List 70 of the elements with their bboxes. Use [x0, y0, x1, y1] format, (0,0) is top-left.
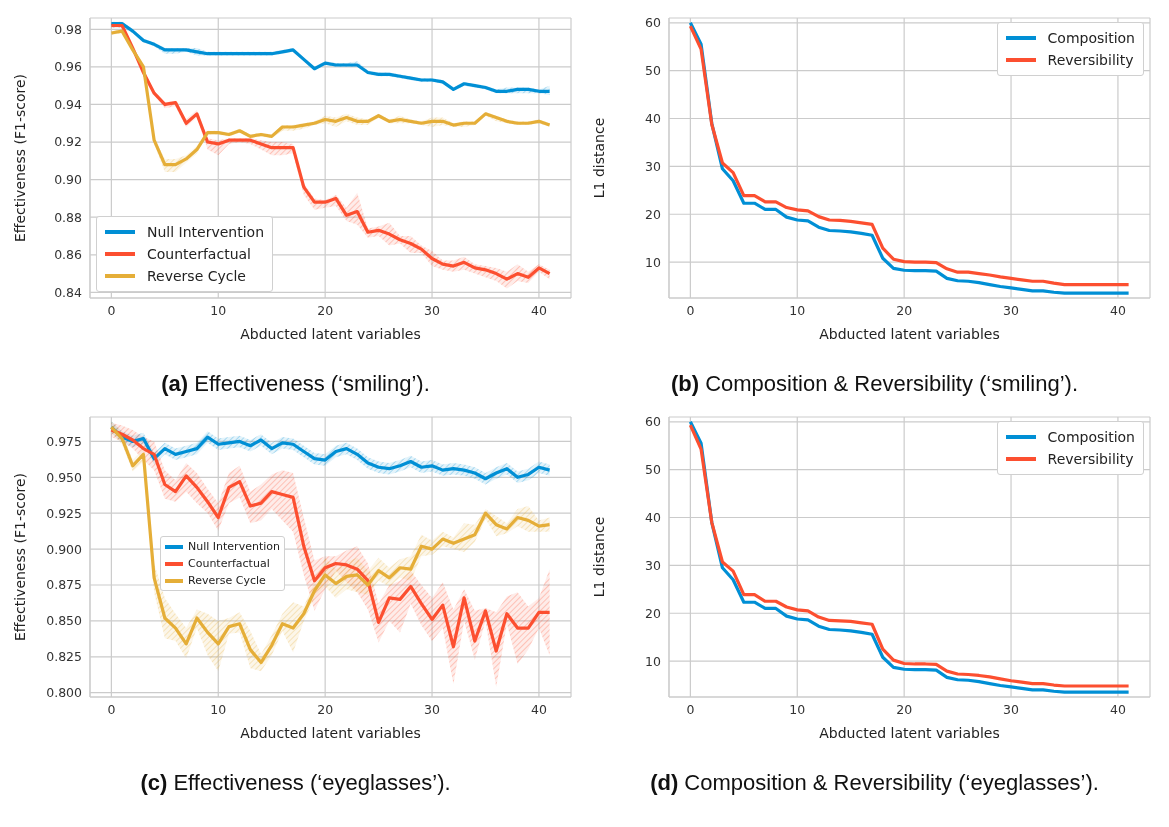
y-axis-title: Effectiveness (F1-score) [11, 73, 28, 243]
y-tick-label: 0.950 [46, 469, 83, 485]
x-axis-title: Abducted latent variables [819, 725, 1000, 741]
x-tick-label: 10 [210, 302, 227, 318]
x-tick-label: 10 [210, 701, 227, 717]
x-tick-label: 0 [686, 701, 695, 717]
y-tick-label: 0.900 [46, 541, 83, 557]
x-tick-label: 10 [789, 302, 806, 318]
text: (a) Effectiveness (‘smiling’). [160, 371, 431, 397]
y-tick-label: 0.800 [46, 685, 83, 701]
y-tick-label: 0.94 [54, 96, 83, 112]
y-tick-label: 10 [645, 653, 662, 669]
y-tick-label: 10 [645, 254, 662, 270]
x-tick-label: 0 [686, 302, 695, 318]
legend-label: Reverse Cycle [188, 573, 266, 589]
y-tick-label: 60 [645, 414, 662, 430]
y-tick-label: 50 [645, 462, 662, 478]
x-tick-label: 30 [1003, 302, 1020, 318]
x-tick-label: 20 [317, 701, 334, 717]
legend-label: Reverse Cycle [147, 267, 246, 286]
y-axis-title: Effectiveness (F1-score) [11, 472, 28, 642]
y-tick-label: 0.875 [46, 577, 82, 593]
legend-label: Null Intervention [188, 539, 280, 555]
y-tick-label: 0.825 [46, 649, 82, 665]
text: (c) Effectiveness (‘eyeglasses’). [139, 770, 452, 796]
y-tick-label: 30 [645, 557, 662, 573]
x-tick-label: 20 [317, 302, 334, 318]
y-tick-label: 0.92 [54, 134, 82, 150]
y-tick-label: 0.88 [54, 209, 83, 225]
x-tick-label: 40 [530, 302, 547, 318]
x-tick-label: 40 [530, 701, 547, 717]
y-tick-label: 0.86 [54, 247, 83, 263]
y-tick-label: 40 [645, 509, 662, 525]
y-tick-label: 30 [645, 158, 662, 174]
x-tick-label: 0 [107, 701, 116, 717]
x-tick-label: 20 [896, 302, 913, 318]
y-tick-label: 0.96 [54, 59, 83, 75]
y-tick-label: 0.925 [46, 505, 82, 521]
y-tick-label: 0.98 [54, 21, 83, 37]
x-tick-label: 40 [1109, 302, 1126, 318]
x-axis-title: Abducted latent variables [240, 725, 421, 741]
x-tick-label: 10 [789, 701, 806, 717]
y-axis-title: L1 distance [590, 516, 607, 598]
y-tick-label: 0.90 [54, 172, 83, 188]
legend-label: Composition [1047, 29, 1135, 48]
x-axis-title: Abducted latent variables [819, 326, 1000, 342]
y-tick-label: 40 [645, 110, 662, 126]
text: (d) Composition & Reversibility (‘eyeglasses’). [649, 770, 1100, 796]
x-tick-label: 30 [424, 701, 441, 717]
legend-label: Null Intervention [147, 223, 265, 242]
legend-label: Counterfactual [188, 556, 270, 572]
x-tick-label: 20 [896, 701, 913, 717]
y-tick-label: 0.84 [54, 284, 83, 300]
y-tick-label: 20 [645, 206, 662, 222]
x-tick-label: 30 [424, 302, 441, 318]
legend-label: Reversibility [1047, 450, 1134, 469]
x-tick-label: 0 [107, 302, 116, 318]
y-tick-label: 0.975 [46, 433, 82, 449]
legend-label: Reversibility [1047, 51, 1134, 70]
x-tick-label: 30 [1003, 701, 1020, 717]
y-tick-label: 60 [645, 15, 662, 31]
y-axis-title: L1 distance [590, 117, 607, 199]
x-axis-title: Abducted latent variables [240, 326, 421, 342]
x-tick-label: 40 [1109, 701, 1126, 717]
legend-label: Counterfactual [147, 245, 251, 264]
y-tick-label: 20 [645, 605, 662, 621]
text: (b) Composition & Reversibility (‘smiling’). [669, 371, 1080, 397]
legend-label: Composition [1047, 428, 1135, 447]
y-tick-label: 50 [645, 63, 662, 79]
y-tick-label: 0.850 [46, 613, 83, 629]
